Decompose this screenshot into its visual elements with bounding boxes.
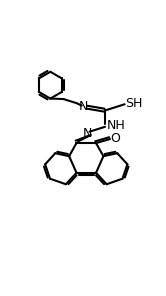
Text: NH: NH xyxy=(107,119,126,132)
Text: SH: SH xyxy=(125,97,143,110)
Text: N: N xyxy=(79,100,88,113)
Text: O: O xyxy=(111,132,121,145)
Text: N: N xyxy=(83,127,93,140)
